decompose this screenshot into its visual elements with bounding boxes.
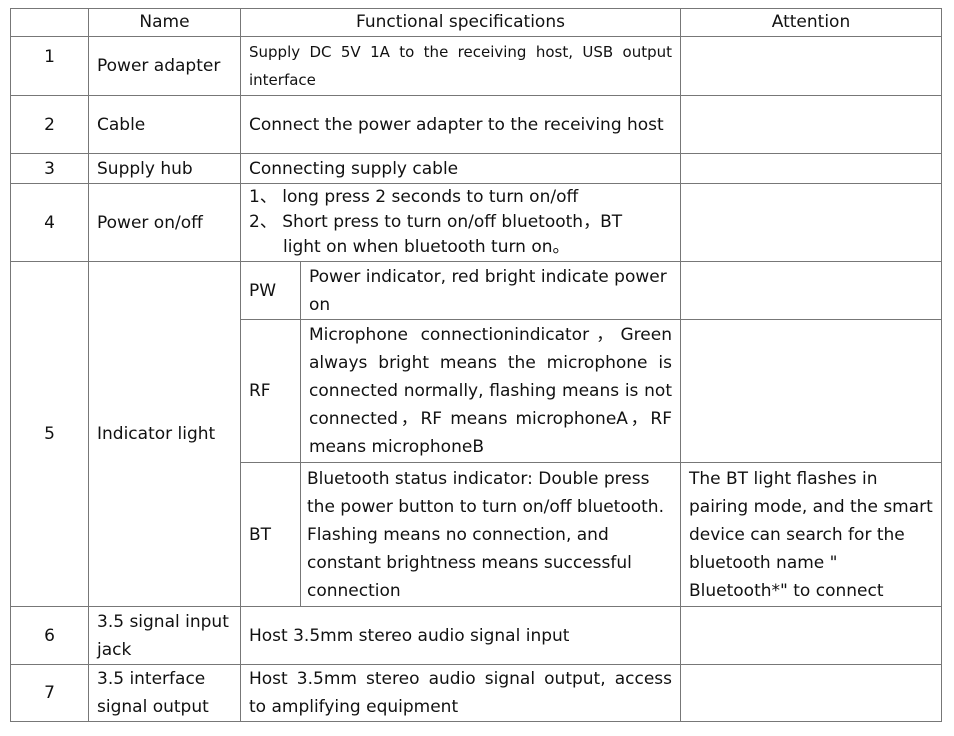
sub-attention: The BT light flashes in pairing mode, an…	[680, 462, 942, 607]
table-row: 2 Cable Connect the power adapter to the…	[10, 95, 942, 154]
header-attention: Attention	[680, 8, 942, 37]
row-name: Indicator light	[88, 261, 241, 607]
spec-line: light on when bluetooth turn on。	[283, 237, 570, 257]
header-name: Name	[88, 8, 241, 37]
row-spec: Connect the power adapter to the receivi…	[240, 95, 681, 154]
sub-label: RF	[240, 319, 301, 463]
table-row: 3 Supply hub Connecting supply cable	[10, 153, 942, 184]
table-row: 1 Power adapter Supply DC 5V 1A to the r…	[10, 36, 942, 96]
row-attention	[680, 183, 942, 262]
row-name: Power on/off	[88, 183, 241, 262]
sub-attention	[680, 319, 942, 463]
row-number: 1	[10, 36, 89, 96]
row-name: 3.5 interface signal output	[88, 664, 241, 722]
row-attention	[680, 664, 942, 722]
sub-label: PW	[240, 261, 301, 320]
sub-label: BT	[240, 462, 301, 607]
header-row: Name Functional specifications Attention	[10, 8, 942, 37]
table-row: 7 3.5 interface signal output Host 3.5mm…	[10, 664, 942, 722]
row-number: 3	[10, 153, 89, 184]
sub-spec: Power indicator, red bright indicate pow…	[300, 261, 681, 320]
row-number: 4	[10, 183, 89, 262]
spec-line: 2、 Short press to turn on/off bluetooth，…	[249, 212, 623, 232]
row-number: 6	[10, 606, 89, 665]
row-name: Supply hub	[88, 153, 241, 184]
spec-line: 1、 long press 2 seconds to turn on/off	[249, 187, 579, 207]
sub-attention	[680, 261, 942, 320]
row-spec: 1、 long press 2 seconds to turn on/off 2…	[240, 183, 681, 262]
table-row: 5 Indicator light PW Power indicator, re…	[10, 261, 942, 607]
row-name: 3.5 signal input jack	[88, 606, 241, 665]
sub-spec: Bluetooth status indicator: Double press…	[300, 462, 681, 607]
row-attention	[680, 153, 942, 184]
table-row: RF Microphone connectionindicator，Green …	[11, 319, 942, 463]
row-spec: Connecting supply cable	[240, 153, 681, 184]
row-name: Cable	[88, 95, 241, 154]
row-attention	[680, 95, 942, 154]
sub-spec: Microphone connectionindicator，Green alw…	[300, 319, 681, 463]
row-number: 5	[10, 261, 89, 607]
row-number: 7	[10, 664, 89, 722]
row-spec: Supply DC 5V 1A to the receiving host, U…	[240, 36, 681, 96]
row-spec: Host 3.5mm stereo audio signal input	[240, 606, 681, 665]
table-row: 4 Power on/off 1、 long press 2 seconds t…	[10, 183, 942, 262]
header-spec: Functional specifications	[240, 8, 681, 37]
row-attention	[680, 606, 942, 665]
table-row: 6 3.5 signal input jack Host 3.5mm stere…	[10, 606, 942, 665]
row-attention	[680, 36, 942, 96]
row-spec: Host 3.5mm stereo audio signal output, a…	[240, 664, 681, 722]
table-row: BT Bluetooth status indicator: Double pr…	[11, 462, 942, 607]
row-number: 2	[10, 95, 89, 154]
spec-table: Name Functional specifications Attention…	[10, 8, 942, 722]
header-no	[10, 8, 89, 37]
row-name: Power adapter	[88, 36, 241, 96]
